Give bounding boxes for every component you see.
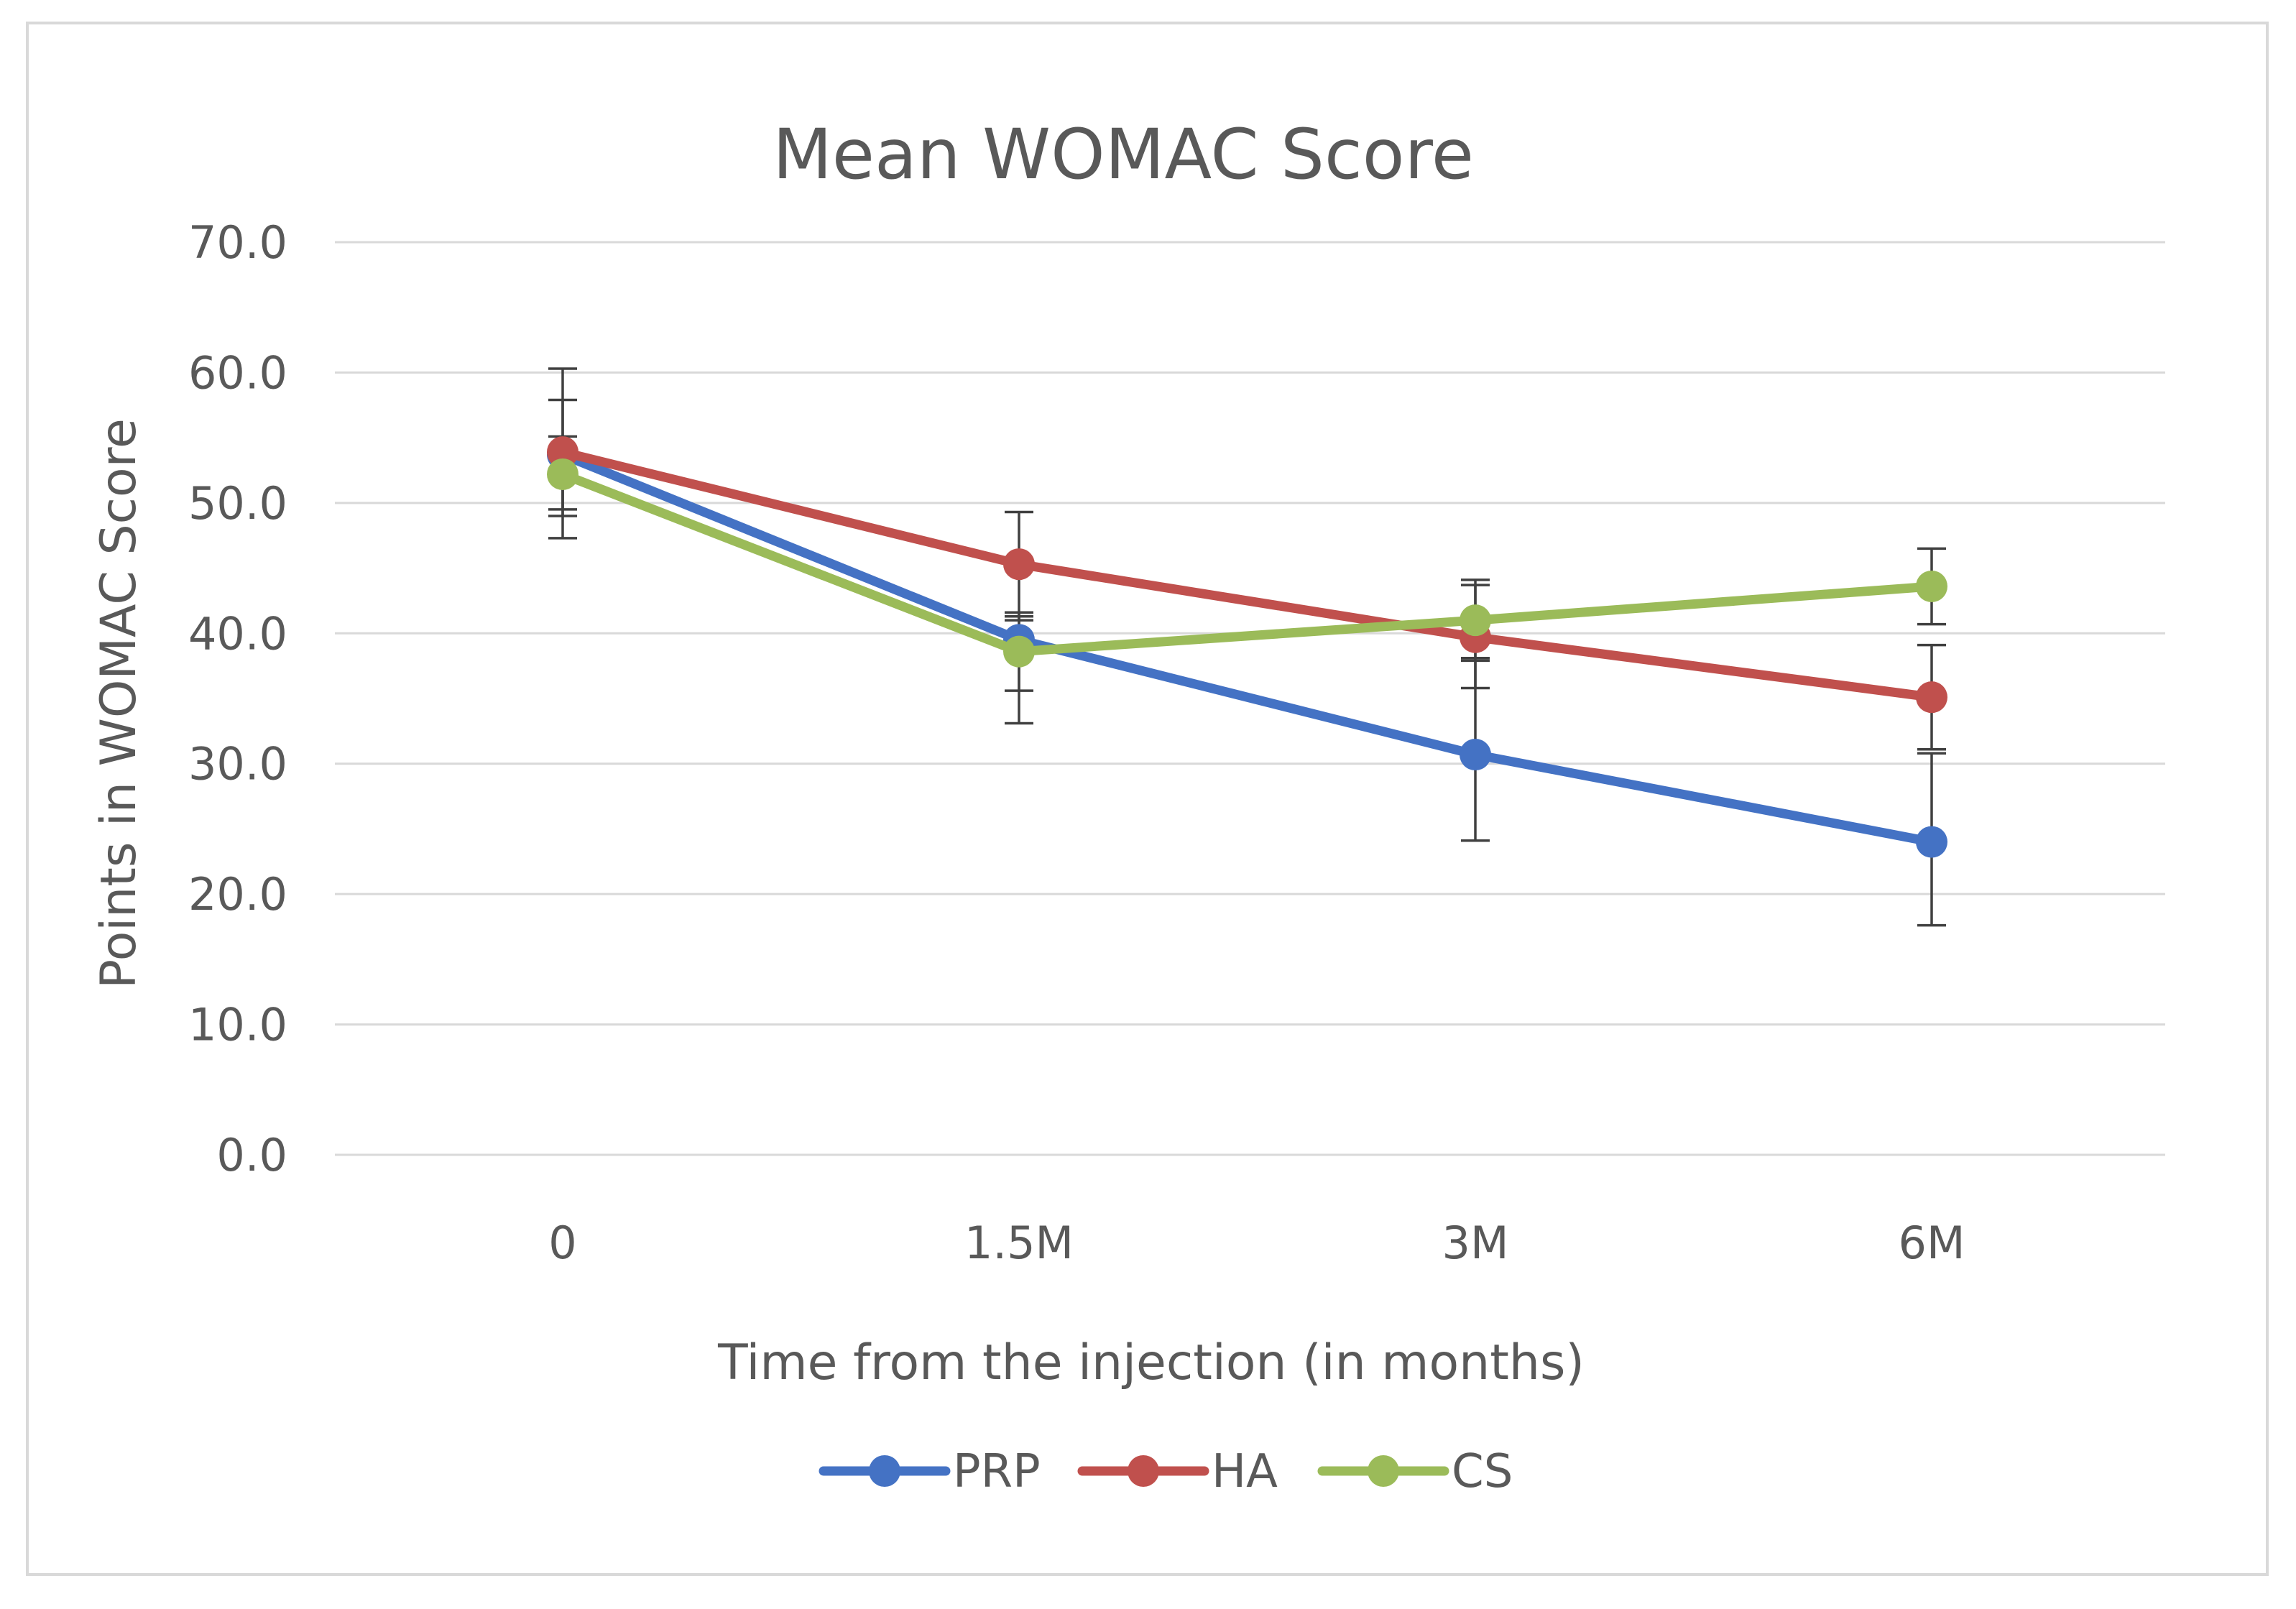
- y-axis-ticks: 0.0 10.0 20.0 30.0 40.0 50.0 60.0 70.0: [188, 216, 287, 1181]
- legend-label-ha: HA: [1212, 1445, 1278, 1498]
- x-tick-label: 1.5M: [964, 1217, 1074, 1269]
- chart-canvas: Mean WOMAC Score Points in WOMAC Score T…: [91, 114, 2165, 1498]
- legend-label-prp: PRP: [953, 1445, 1041, 1498]
- data-point-prp: [1916, 826, 1947, 858]
- x-tick-label: 3M: [1442, 1217, 1509, 1269]
- y-tick-label: 60.0: [188, 346, 287, 399]
- x-tick-label: 0: [548, 1217, 576, 1269]
- y-tick-label: 40.0: [188, 607, 287, 660]
- data-point-cs: [1916, 570, 1947, 602]
- legend-marker-prp: [869, 1455, 900, 1487]
- data-point-ha: [547, 436, 578, 469]
- data-point-prp: [1460, 739, 1491, 771]
- legend-item-prp: PRP: [819, 1445, 1041, 1498]
- data-point-cs: [1460, 604, 1491, 637]
- legend-marker-cs: [1368, 1455, 1399, 1487]
- x-axis-title: Time from the injection (in months): [717, 1334, 1585, 1391]
- data-point-ha: [1003, 548, 1035, 581]
- y-tick-label: 20.0: [188, 868, 287, 921]
- error-bars: [548, 367, 1946, 927]
- y-axis-title: Points in WOMAC Score: [91, 418, 147, 989]
- series-line-ha: [558, 447, 1937, 702]
- legend-item-cs: CS: [1317, 1445, 1513, 1498]
- legend-label-cs: CS: [1452, 1445, 1513, 1498]
- y-tick-label: 30.0: [188, 738, 287, 790]
- legend-item-ha: HA: [1077, 1445, 1278, 1498]
- chart-frame: Mean WOMAC Score Points in WOMAC Score T…: [26, 22, 2269, 1576]
- series-line-cs: [558, 469, 1937, 657]
- legend-marker-ha: [1128, 1455, 1159, 1487]
- x-tick-label: 6M: [1899, 1217, 1965, 1269]
- y-tick-label: 50.0: [188, 477, 287, 530]
- x-axis-ticks: 0 1.5M 3M 6M: [548, 1217, 1965, 1269]
- chart-title: Mean WOMAC Score: [773, 114, 1474, 195]
- y-tick-label: 10.0: [188, 999, 287, 1051]
- series-line-prp: [558, 450, 1937, 847]
- data-point-cs: [547, 458, 578, 490]
- series-lines: [547, 436, 1947, 858]
- y-tick-label: 70.0: [188, 216, 287, 269]
- data-point-cs: [1003, 635, 1035, 668]
- data-point-ha: [1916, 681, 1947, 714]
- legend: PRP HA CS: [819, 1445, 1513, 1498]
- y-tick-label: 0.0: [216, 1129, 287, 1181]
